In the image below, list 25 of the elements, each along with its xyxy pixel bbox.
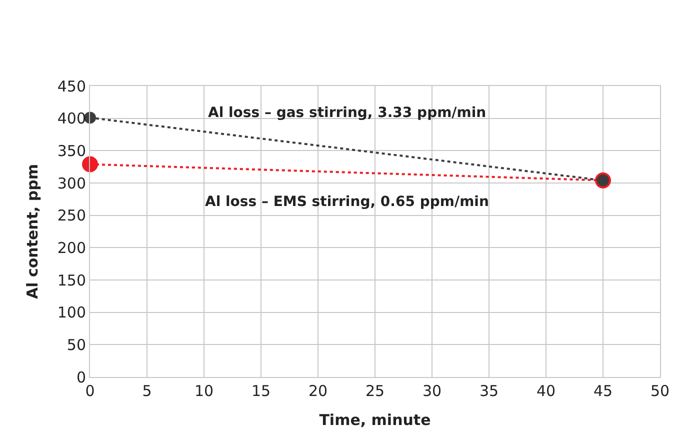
x-axis-title: Time, minute: [319, 411, 431, 429]
x-tick-label: 45: [593, 382, 613, 400]
y-tick-label: 50: [66, 336, 86, 354]
y-tick-label: 100: [57, 304, 86, 322]
x-tick-label: 10: [194, 382, 214, 400]
y-tick-label: 0: [76, 368, 86, 386]
x-tick-label: 50: [650, 382, 670, 400]
x-tick-label: 30: [422, 382, 442, 400]
annotation: Al loss – gas stirring, 3.33 ppm/min: [208, 105, 486, 121]
x-tick-label: 25: [365, 382, 385, 400]
x-tick-label: 15: [251, 382, 271, 400]
x-tick-label: 5: [142, 382, 152, 400]
point: [82, 156, 98, 172]
x-tick-label: 35: [479, 382, 499, 400]
y-tick-label: 150: [57, 271, 86, 290]
y-axis-title: Al content, ppm: [24, 164, 42, 300]
y-tick-label: 400: [57, 110, 86, 128]
y-tick-label: 200: [57, 238, 86, 257]
x-tick-label: 40: [536, 382, 556, 400]
y-tick-label: 250: [57, 206, 86, 225]
annotation: Al loss – EMS stirring, 0.65 ppm/min: [205, 194, 489, 210]
y-tick-label: 450: [57, 77, 86, 96]
x-tick-label: 20: [308, 382, 328, 400]
y-tick-label: 300: [57, 174, 86, 192]
y-tick-label: 350: [57, 142, 86, 160]
